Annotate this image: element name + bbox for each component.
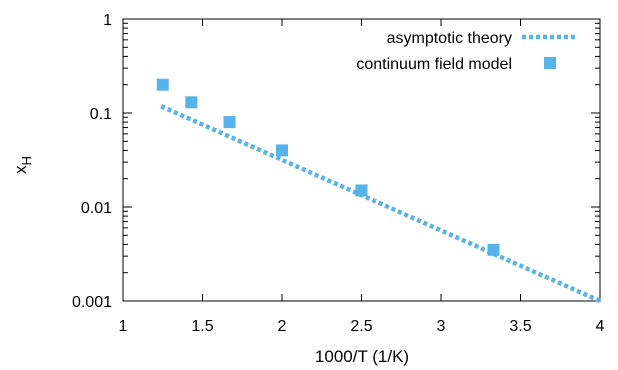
legend: asymptotic theory continuum field model xyxy=(356,30,578,73)
x-tick-label: 2.5 xyxy=(350,318,372,335)
data-point-continuum-field-model xyxy=(355,184,368,197)
data-point-continuum-field-model xyxy=(185,96,198,109)
legend-label-asymptotic-theory: asymptotic theory xyxy=(387,30,512,47)
x-tick-label: 3 xyxy=(437,318,446,335)
x-tick-label: 2 xyxy=(278,318,287,335)
y-axis-label: xH xyxy=(11,156,34,174)
data-point-continuum-field-model xyxy=(223,116,236,129)
y-tick-label: 1 xyxy=(103,12,112,29)
x-tick-label: 1.5 xyxy=(191,318,213,335)
data-point-continuum-field-model xyxy=(487,243,500,256)
series-asymptotic-theory-line xyxy=(160,104,601,304)
x-axis-label: 1000/T (1/K) xyxy=(315,347,409,366)
y-tick-label: 0.001 xyxy=(72,294,112,311)
x-tick-label: 3.5 xyxy=(509,318,531,335)
legend-label-continuum-field-model: continuum field model xyxy=(356,56,512,73)
data-point-continuum-field-model xyxy=(276,144,288,157)
y-tick-label: 0.1 xyxy=(90,106,112,123)
y-axis-label-main: x xyxy=(11,165,30,174)
x-tick-label: 1 xyxy=(119,318,128,335)
series-layer xyxy=(156,78,601,304)
data-point-continuum-field-model xyxy=(156,78,169,91)
x-axis-ticks: 1 1.5 2 2.5 3 3.5 4 xyxy=(119,19,605,335)
legend-swatch-continuum-field-model xyxy=(544,57,556,69)
y-axis-label-subscript: H xyxy=(19,156,34,165)
y-tick-label: 0.01 xyxy=(81,200,112,217)
x-tick-label: 4 xyxy=(596,318,605,335)
